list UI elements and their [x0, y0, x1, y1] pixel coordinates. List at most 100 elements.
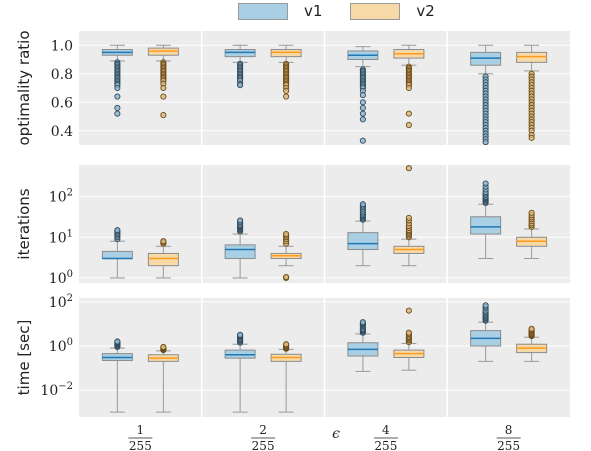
outlier-point — [160, 84, 167, 92]
outlier-point — [482, 180, 489, 187]
outlier-point — [528, 134, 535, 141]
outlier-point — [114, 84, 121, 92]
box-v1-2 — [224, 44, 256, 89]
y-tick-label: 100 — [49, 269, 73, 287]
box-iqr — [347, 232, 379, 251]
y-tick-label: 10−2 — [40, 381, 73, 399]
box-v1-2 — [224, 331, 256, 413]
box-v2-2 — [270, 44, 302, 100]
outlier-point — [283, 87, 290, 94]
plot-area — [101, 44, 548, 145]
x-tick-numerator: 8 — [505, 423, 513, 437]
y-tick-label: 0.4 — [51, 124, 73, 140]
outlier-point — [405, 329, 412, 336]
legend-item-v1: v1 — [238, 2, 322, 20]
y-tick-label: 101 — [49, 228, 73, 246]
outlier-point — [482, 302, 489, 309]
outlier-point — [359, 110, 366, 117]
outlier-point — [283, 231, 290, 238]
y-axis-label: iterations — [15, 188, 33, 259]
panel-2: 100 101 102 iterations — [15, 165, 570, 287]
legend-label-v2: v2 — [416, 2, 435, 20]
y-tick-label: 100 — [49, 337, 73, 355]
box-v2-3 — [393, 165, 425, 267]
outlier-point — [283, 93, 290, 100]
x-axis-label: ϵ — [332, 426, 340, 442]
box-v1-1 — [101, 227, 133, 279]
outlier-point — [405, 214, 412, 221]
box-v2-2 — [270, 341, 302, 413]
box-v2-3 — [393, 307, 425, 371]
outlier-point — [283, 274, 290, 281]
box-v1-3 — [347, 201, 379, 267]
legend-swatch-v1 — [238, 2, 288, 20]
outlier-point — [359, 99, 366, 106]
box-v2-4 — [516, 44, 548, 141]
box-v1-3 — [347, 319, 379, 372]
box-v1-2 — [224, 217, 256, 279]
box-iqr — [470, 216, 502, 235]
box-v1-4 — [470, 180, 502, 260]
box-v1-4 — [470, 302, 502, 362]
outlier-point — [359, 137, 366, 144]
outlier-point — [160, 343, 167, 351]
box-v2-1 — [147, 238, 179, 279]
outlier-point — [528, 325, 535, 332]
outlier-point — [359, 319, 366, 326]
y-tick-label: 0.8 — [51, 67, 73, 83]
x-tick-denominator: 255 — [497, 439, 520, 451]
box-v2-3 — [393, 44, 425, 129]
outlier-point — [114, 93, 121, 100]
plot-area — [101, 165, 548, 281]
outlier-point — [283, 341, 290, 348]
box-v1-1 — [101, 44, 133, 117]
box-v1-4 — [470, 44, 502, 145]
y-tick-label: 0.6 — [51, 95, 73, 111]
y-tick-label: 1.0 — [51, 38, 73, 54]
outlier-point — [114, 104, 121, 111]
box-v1-3 — [347, 46, 379, 144]
outlier-point — [160, 112, 167, 119]
box-iqr — [101, 250, 133, 260]
outlier-point — [405, 84, 412, 92]
outlier-point — [359, 104, 366, 111]
box-v1-1 — [101, 338, 133, 413]
panel-3: 10−2 100 102 time [sec] — [15, 293, 570, 417]
box-v2-1 — [147, 343, 179, 413]
y-axis-label: optimality ratio — [15, 31, 33, 146]
outlier-point — [237, 82, 244, 89]
outlier-point — [160, 238, 167, 245]
x-tick-denominator: 255 — [129, 439, 152, 451]
outlier-point — [405, 165, 412, 172]
panel-1: 0.4 0.6 0.8 1.0 optimality ratio — [15, 31, 570, 146]
box-v2-2 — [270, 231, 302, 281]
y-tick-label: 102 — [49, 293, 73, 311]
legend-swatch-v2 — [350, 2, 401, 20]
y-axis-label: time [sec] — [15, 320, 33, 396]
y-tick-label: 102 — [49, 188, 73, 206]
x-tick-denominator: 255 — [252, 439, 275, 451]
outlier-point — [359, 92, 366, 99]
legend-label-v1: v1 — [304, 2, 323, 20]
plot-area — [101, 302, 548, 413]
box-iqr — [147, 252, 179, 267]
legend: v1 v2 — [238, 0, 463, 22]
outlier-point — [405, 122, 412, 129]
box-iqr — [224, 244, 256, 260]
x-tick-denominator: 255 — [374, 439, 397, 451]
outlier-point — [114, 338, 121, 345]
outlier-point — [405, 307, 412, 314]
box-v2-1 — [147, 44, 179, 119]
outlier-point — [359, 201, 366, 208]
box-v2-4 — [516, 325, 548, 362]
x-tick-numerator: 4 — [382, 423, 390, 437]
box-v2-4 — [516, 209, 548, 260]
x-tick-numerator: 1 — [137, 423, 145, 437]
outlier-point — [528, 209, 535, 216]
